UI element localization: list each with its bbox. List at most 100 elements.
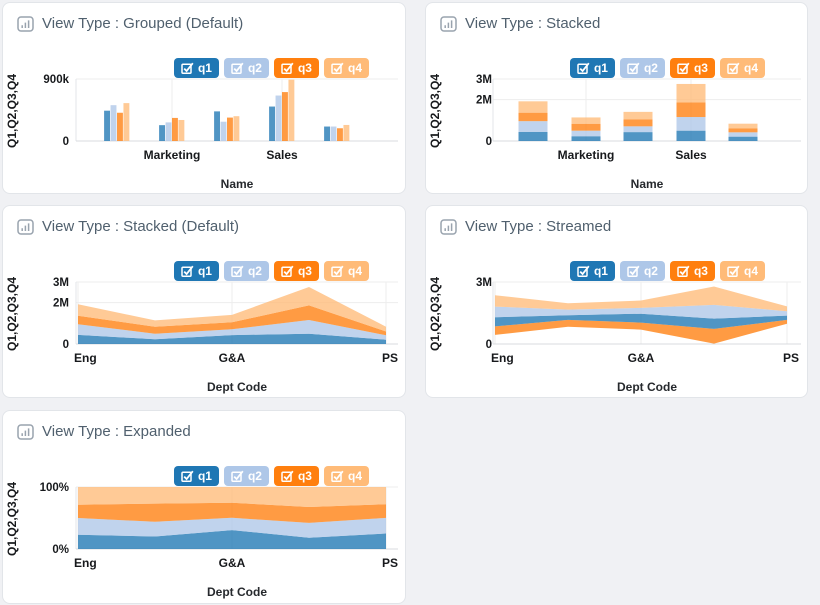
- bar-q3-Sales[interactable]: [282, 92, 288, 141]
- legend-item-q4[interactable]: q4: [719, 58, 765, 78]
- bar-q3-G&A[interactable]: [227, 117, 233, 141]
- checked-checkbox-icon: [231, 62, 244, 74]
- segment-q2-Marketing[interactable]: [571, 130, 601, 137]
- legend-label: q3: [693, 264, 708, 278]
- segment-q2-Sales[interactable]: [676, 117, 706, 131]
- legend-item-q3[interactable]: q3: [273, 466, 319, 486]
- stream-layer-q2[interactable]: [495, 304, 787, 319]
- bar-q4-Eng[interactable]: [123, 103, 130, 141]
- segment-q1-G&A[interactable]: [623, 132, 653, 141]
- area-q1[interactable]: [78, 530, 386, 549]
- stream-layer-q4[interactable]: [495, 286, 787, 312]
- y-axis-title: Q1,Q2,Q3,Q4: [428, 74, 442, 148]
- segment-q4-G&A[interactable]: [623, 111, 653, 120]
- chart-card-stacked: View Type : Stacked q1 q2 q3 q4 0 2M 3M Market…: [425, 2, 808, 194]
- legend-label: q2: [643, 264, 658, 278]
- legend-item-q4[interactable]: q4: [719, 261, 765, 281]
- bar-q1-Sales[interactable]: [269, 106, 275, 141]
- bar-q2-Marketing[interactable]: [165, 122, 172, 141]
- legend-item-q2[interactable]: q2: [223, 58, 269, 78]
- segment-q1-Marketing[interactable]: [571, 136, 601, 141]
- y-tick-label: 0: [63, 136, 69, 148]
- bar-q3-Eng[interactable]: [117, 112, 123, 141]
- chart-plot: 0 900k Marketing Sales Name Q1,Q2,Q3,Q4: [5, 74, 398, 191]
- area-q4[interactable]: [78, 287, 386, 332]
- legend-label: q3: [297, 469, 312, 483]
- stream-layer-q3[interactable]: [495, 319, 787, 344]
- bar-q1-G&A[interactable]: [214, 111, 220, 141]
- bar-chart-icon: [440, 218, 457, 235]
- checked-checkbox-icon: [331, 470, 344, 482]
- segment-q4-Eng[interactable]: [518, 101, 548, 113]
- bar-q2-Sales[interactable]: [275, 95, 282, 141]
- legend-label: q3: [297, 61, 312, 75]
- legend-item-q3[interactable]: q3: [273, 261, 319, 281]
- checked-checkbox-icon: [281, 265, 294, 277]
- legend-item-q1[interactable]: q1: [173, 261, 219, 281]
- legend-item-q3[interactable]: q3: [669, 58, 715, 78]
- legend-item-q3[interactable]: q3: [273, 58, 319, 78]
- segment-q1-PS[interactable]: [728, 136, 758, 141]
- segment-q4-Sales[interactable]: [676, 83, 706, 103]
- area-q2[interactable]: [78, 517, 386, 538]
- legend-item-q1[interactable]: q1: [569, 58, 615, 78]
- stream-layer-q1[interactable]: [495, 313, 787, 329]
- bar-q2-PS[interactable]: [330, 126, 337, 141]
- bar-chart-icon: [17, 15, 34, 32]
- bar-q1-PS[interactable]: [324, 126, 330, 141]
- legend-label: q2: [247, 264, 262, 278]
- chart-plot: 0 3M Eng G&A PS Dept Code Q1,Q2,Q3,Q4: [428, 277, 801, 394]
- segment-q2-PS[interactable]: [728, 132, 758, 137]
- bar-q1-Eng[interactable]: [104, 110, 110, 141]
- chart-card-grouped-default: View Type : Grouped (Default) q1 q2 q3 q4 0…: [2, 2, 406, 194]
- x-axis-title: Name: [221, 177, 254, 191]
- bar-q3-Marketing[interactable]: [172, 117, 178, 141]
- area-q2[interactable]: [78, 320, 386, 340]
- x-category-label: Marketing: [144, 148, 201, 162]
- legend-item-q2[interactable]: q2: [223, 466, 269, 486]
- legend-item-q4[interactable]: q4: [323, 261, 369, 281]
- y-tick-label: 3M: [476, 74, 492, 86]
- legend-item-q1[interactable]: q1: [569, 261, 615, 281]
- card-header: View Type : Grouped (Default): [17, 15, 243, 32]
- segment-q3-G&A[interactable]: [623, 119, 653, 127]
- bar-q1-Marketing[interactable]: [159, 125, 165, 141]
- bar-q4-PS[interactable]: [343, 124, 350, 141]
- legend-item-q2[interactable]: q2: [619, 58, 665, 78]
- area-q1[interactable]: [78, 333, 386, 344]
- segment-q2-Eng[interactable]: [518, 121, 548, 132]
- segment-q4-Marketing[interactable]: [571, 117, 601, 124]
- segment-q2-G&A[interactable]: [623, 126, 653, 133]
- y-axis-title: Q1,Q2,Q3,Q4: [5, 74, 19, 148]
- checked-checkbox-icon: [181, 265, 194, 277]
- legend-item-q4[interactable]: q4: [323, 466, 369, 486]
- segment-q3-Marketing[interactable]: [571, 123, 601, 131]
- bar-q2-G&A[interactable]: [220, 121, 227, 141]
- segment-q3-Eng[interactable]: [518, 112, 548, 122]
- card-title: View Type : Streamed: [465, 218, 612, 235]
- stacked-bar-series-q2: [518, 117, 758, 137]
- legend-item-q3[interactable]: q3: [669, 261, 715, 281]
- bar-q3-PS[interactable]: [337, 128, 343, 141]
- bar-q4-G&A[interactable]: [233, 116, 240, 141]
- bar-q4-Sales[interactable]: [288, 79, 295, 141]
- area-q3[interactable]: [78, 502, 386, 523]
- checked-checkbox-icon: [627, 265, 640, 277]
- legend-item-q2[interactable]: q2: [223, 261, 269, 281]
- area-q4[interactable]: [78, 487, 386, 507]
- legend-item-q1[interactable]: q1: [173, 58, 219, 78]
- bar-q4-Marketing[interactable]: [178, 119, 185, 141]
- segment-q3-PS[interactable]: [728, 128, 758, 133]
- legend-item-q2[interactable]: q2: [619, 261, 665, 281]
- chart-card-expanded: View Type : Expanded q1 q2 q3 q4 0% 100% Eng G…: [2, 410, 406, 604]
- segment-q1-Sales[interactable]: [676, 130, 706, 141]
- legend-item-q4[interactable]: q4: [323, 58, 369, 78]
- bar-series-q2: [110, 95, 337, 141]
- legend-item-q1[interactable]: q1: [173, 466, 219, 486]
- segment-q4-PS[interactable]: [728, 123, 758, 129]
- bar-q2-Eng[interactable]: [110, 105, 117, 141]
- y-tick-label: 2M: [53, 298, 69, 310]
- segment-q1-Eng[interactable]: [518, 131, 548, 141]
- area-q3[interactable]: [78, 305, 386, 336]
- segment-q3-Sales[interactable]: [676, 102, 706, 118]
